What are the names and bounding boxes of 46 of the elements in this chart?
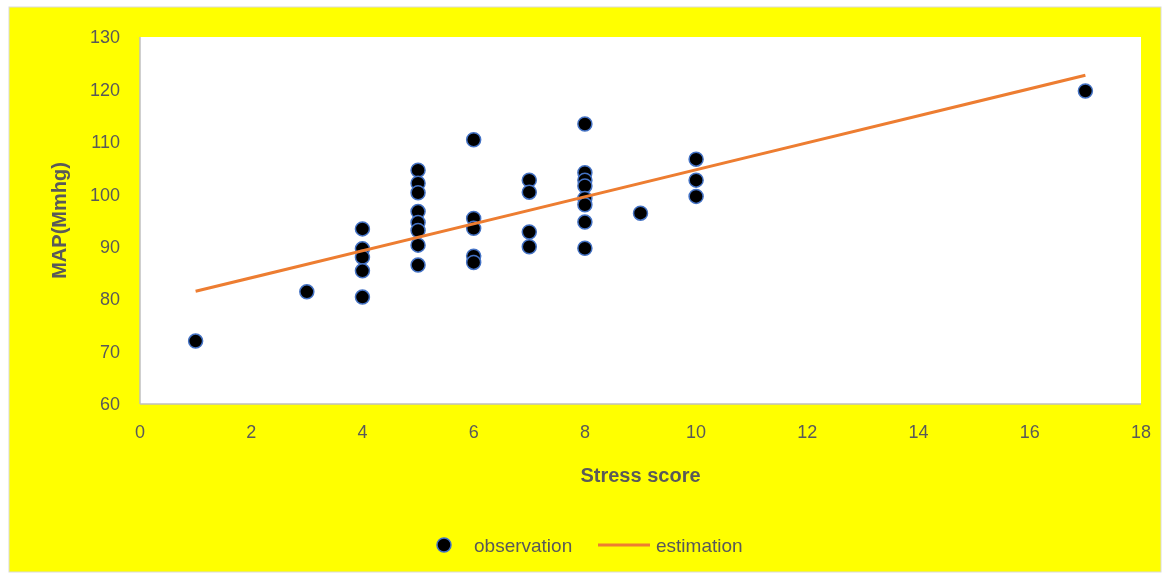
y-tick-label: 110 (91, 132, 120, 153)
y-tick-label: 70 (99, 341, 120, 362)
point (354, 263, 371, 279)
x-tick-label: 2 (246, 422, 257, 442)
point (465, 254, 482, 271)
x-tick-label: 16 (1019, 422, 1040, 442)
x-axis-title: Stress score (580, 464, 701, 486)
point (1077, 83, 1094, 99)
point (410, 257, 426, 273)
point (577, 214, 593, 230)
point (410, 184, 426, 201)
y-tick-label: 90 (99, 237, 120, 258)
x-tick-label: 0 (134, 422, 146, 442)
x-tick-label: 6 (468, 422, 479, 442)
y-tick-label: 120 (89, 79, 120, 100)
y-tick-label: 80 (99, 289, 120, 310)
point (688, 151, 704, 167)
point (688, 188, 704, 205)
y-tick-label: 130 (89, 27, 120, 48)
point (410, 237, 426, 253)
point (521, 184, 538, 200)
point (410, 162, 426, 178)
legend-label: observation (474, 534, 573, 556)
x-tick-label: 18 (1130, 422, 1152, 442)
y-tick-label: 100 (89, 184, 120, 205)
x-tick-label: 10 (686, 422, 707, 442)
point (577, 197, 593, 213)
point (577, 240, 593, 257)
x-tick-label: 8 (579, 422, 590, 442)
x-tick-label: 4 (357, 422, 368, 442)
point (354, 221, 371, 237)
point (354, 289, 371, 305)
point (688, 172, 704, 188)
point (465, 132, 482, 148)
point (577, 178, 593, 194)
point (521, 224, 538, 240)
point (577, 116, 593, 132)
x-tick-label: 14 (908, 422, 929, 442)
point (187, 333, 204, 349)
point (521, 238, 538, 255)
legend-label: estimation (656, 534, 743, 556)
y-tick-label: 60 (99, 394, 120, 415)
point (632, 205, 649, 221)
y-axis-title: MAP(Mmhg) (48, 162, 70, 279)
x-tick-label: 12 (797, 422, 818, 442)
point (299, 284, 315, 300)
